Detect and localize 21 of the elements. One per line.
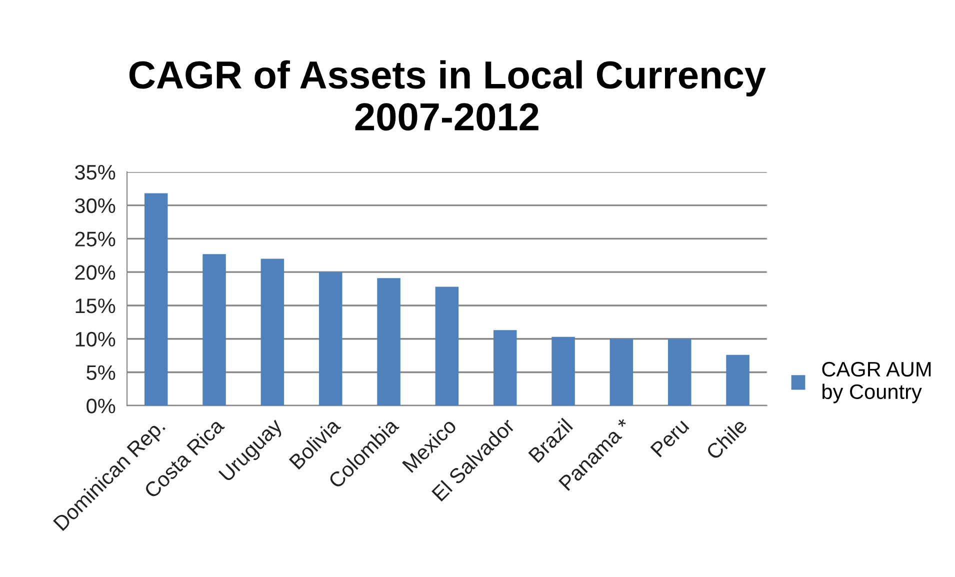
y-tick-label: 10% [76,332,116,347]
bar [144,193,168,406]
bar [552,336,575,406]
y-tick-label: 5% [86,365,116,380]
bar [610,338,634,406]
bar [318,272,342,406]
y-tick-label: 30% [75,198,116,214]
bar [260,258,284,406]
bar [493,330,517,406]
bar [435,286,459,406]
y-tick-label: 20% [75,265,116,280]
bar [668,338,692,406]
y-tick-label: 15% [76,298,116,314]
bar [377,278,400,406]
bar [726,354,750,406]
y-tick-label: 25% [75,232,116,246]
legend-label: CAGR AUM by Country [822,362,931,404]
y-tick-label: 0% [86,398,116,414]
bar [202,254,226,406]
y-tick-label: 35% [75,164,116,180]
chart-title: CAGR of Assets in Local Currency 2007-2012 [129,60,766,131]
